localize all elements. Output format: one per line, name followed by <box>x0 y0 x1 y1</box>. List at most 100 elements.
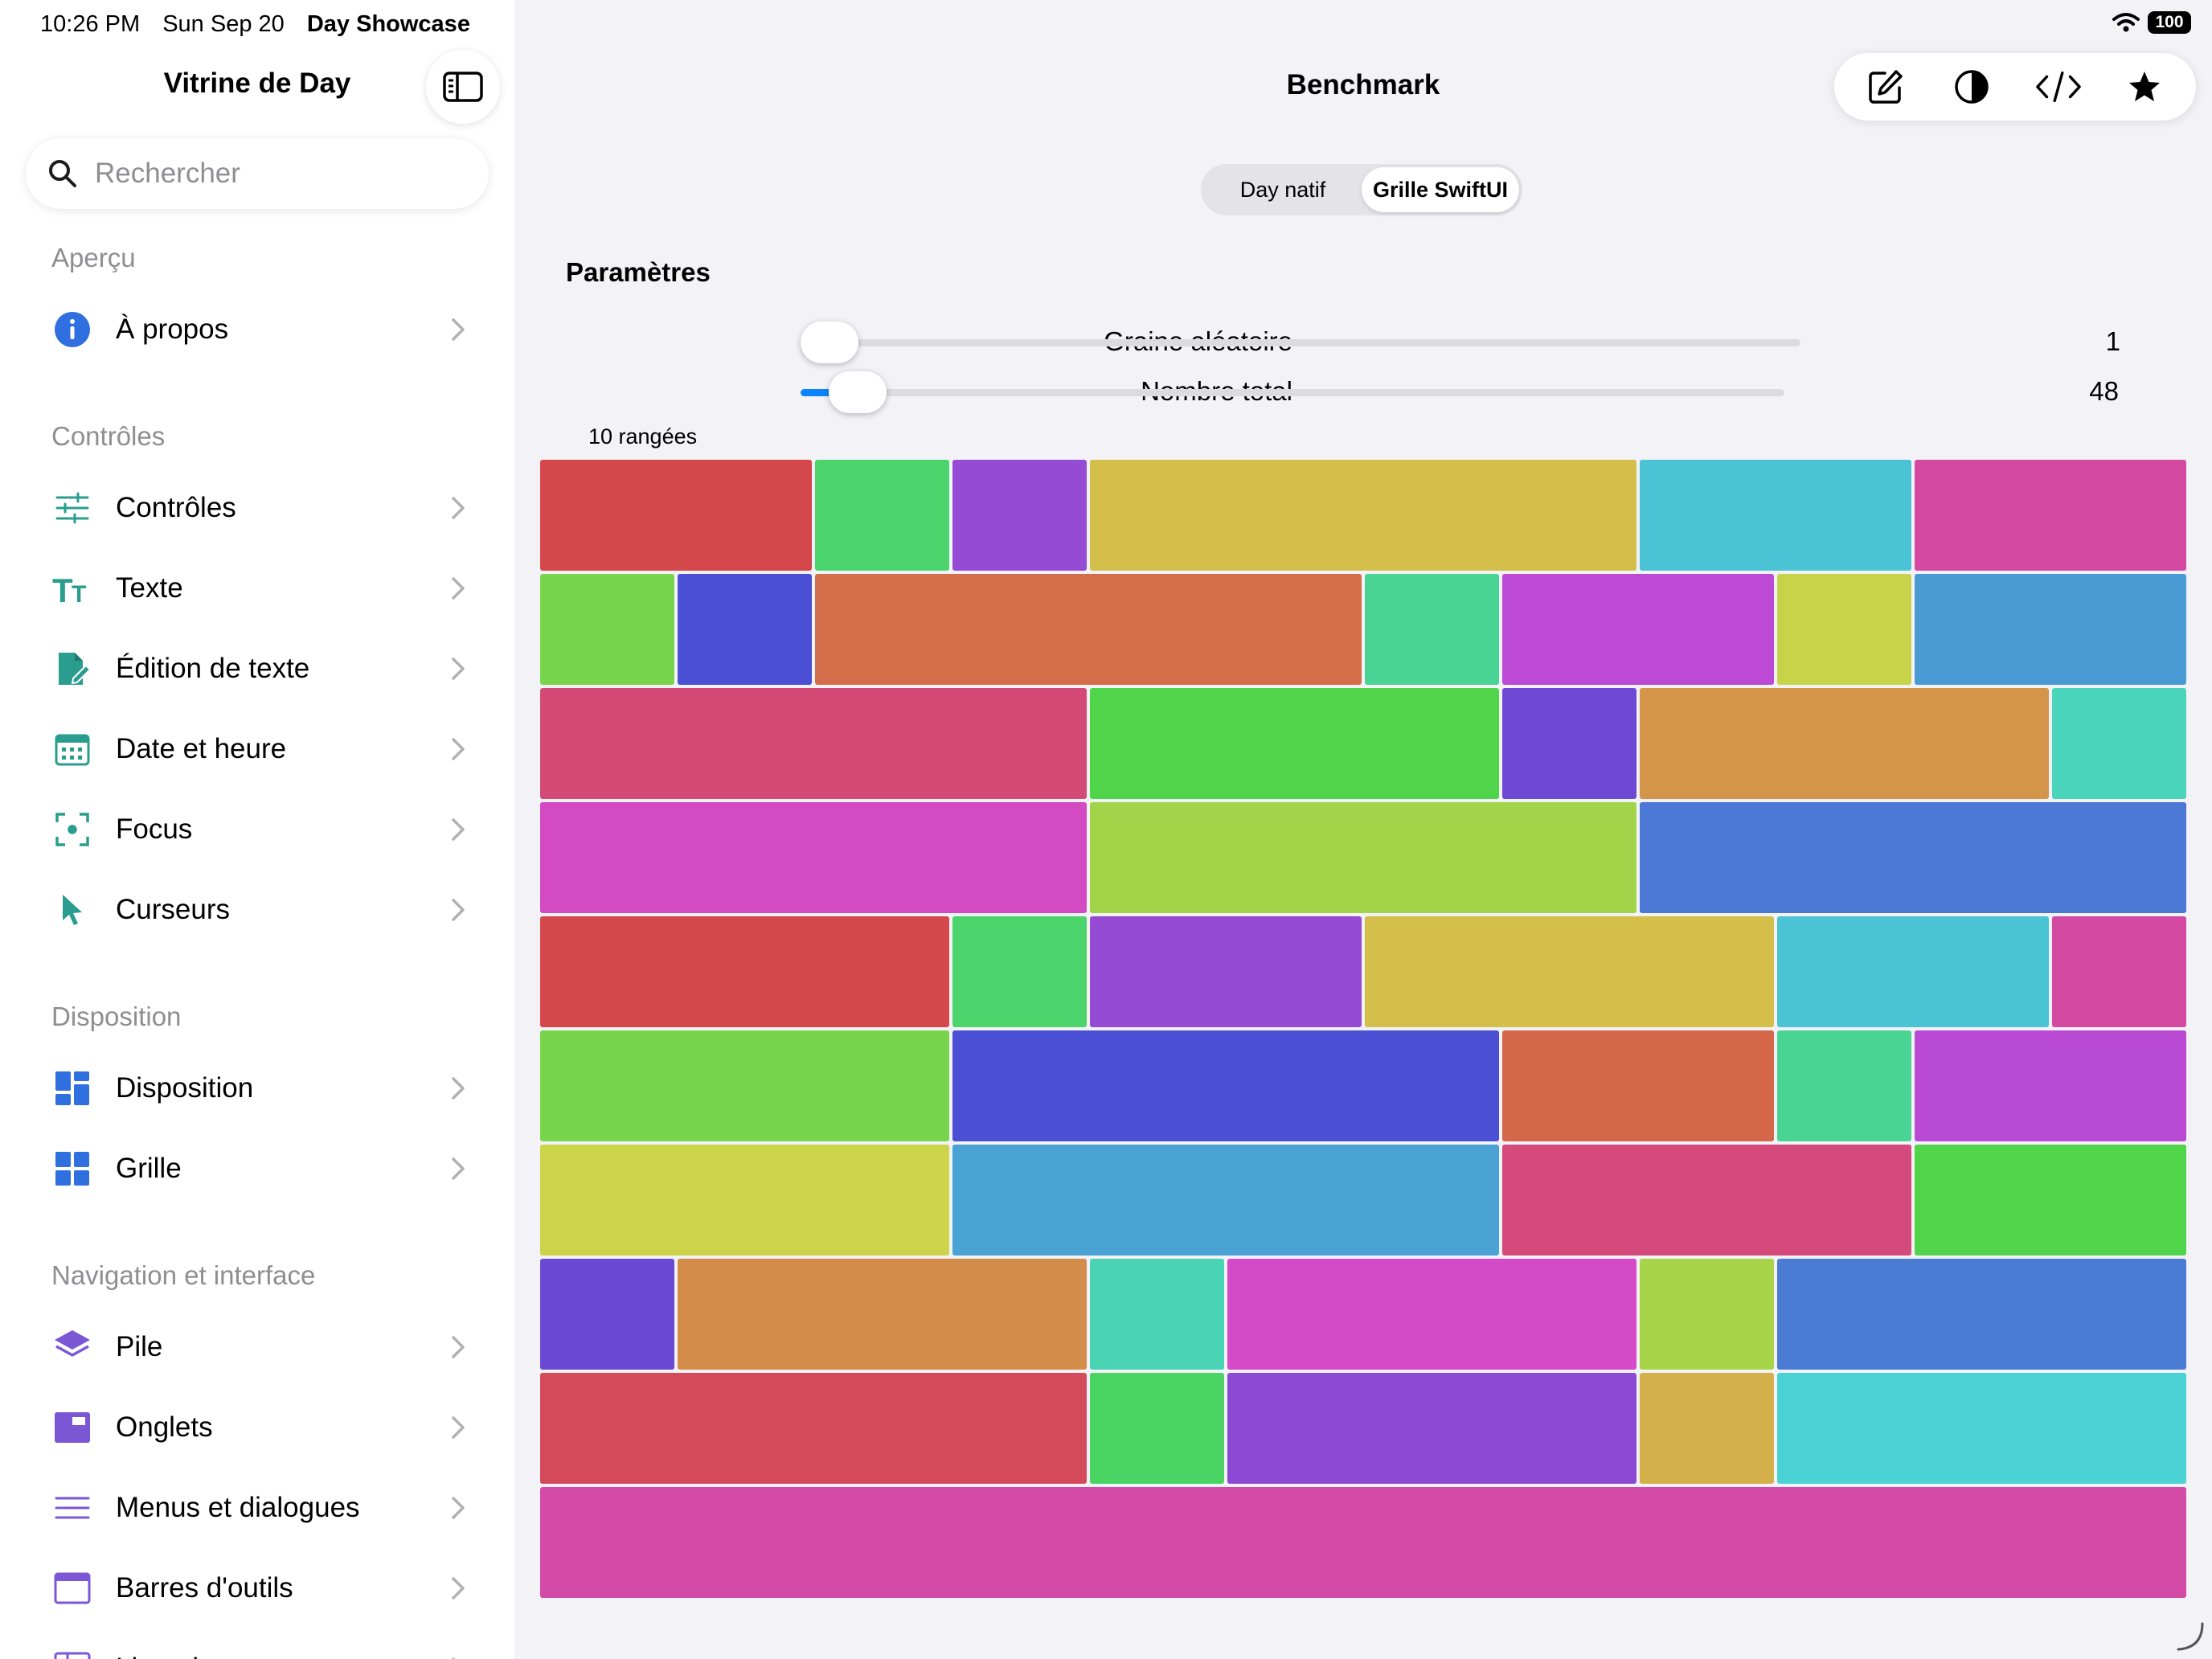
sidebar-item-a-propos[interactable]: À propos <box>39 296 479 363</box>
status-bar-right: 100 <box>2112 11 2191 34</box>
chevron-right-icon <box>452 818 465 841</box>
chevron-right-icon <box>452 1336 465 1358</box>
sidebar-item-label: Pile <box>116 1331 163 1362</box>
svg-text:T: T <box>52 571 73 607</box>
grid-cell-r1-c3 <box>952 460 1087 571</box>
sliders-icon <box>51 487 93 529</box>
grid-cell-r2-c6 <box>1777 574 1911 685</box>
grid-icon <box>51 1148 93 1190</box>
contrast-icon <box>1955 70 1989 104</box>
grid-cell-r4-c3 <box>1640 802 2186 913</box>
chevron-right-icon <box>452 1077 465 1100</box>
grid-cell-r2-c5 <box>1502 574 1774 685</box>
grid-cell-r1-c6 <box>1915 460 2186 571</box>
status-time: 10:26 PM <box>40 11 141 37</box>
search-input[interactable] <box>93 157 482 190</box>
sidebar: 10:26 PM Sun Sep 20 Day Showcase Vitrine… <box>0 0 514 1659</box>
seed-slider-thumb[interactable] <box>801 322 858 363</box>
chevron-right-icon <box>452 899 465 921</box>
resize-handle-icon[interactable] <box>2173 1620 2206 1653</box>
menu-icon <box>51 1487 93 1529</box>
sidebar-item-controles[interactable]: Contrôles <box>39 474 479 542</box>
section-header-disposition: Disposition <box>51 1002 182 1031</box>
grid-cell-r7-c2 <box>952 1145 1499 1256</box>
grid-cell-r2-c7 <box>1915 574 2186 685</box>
code-button[interactable] <box>2034 63 2083 111</box>
sidebar-item-curseurs[interactable]: Curseurs <box>39 876 479 944</box>
status-app-name: Day Showcase <box>306 11 470 37</box>
sidebar-item-texte[interactable]: T T Texte <box>39 555 479 622</box>
sidebar-item-liste-de-contenu[interactable]: Liste de contenu <box>39 1635 479 1659</box>
sidebar-item-date-et-heure[interactable]: Date et heure <box>39 715 479 783</box>
sidebar-item-label: Barres d'outils <box>116 1572 293 1604</box>
chevron-right-icon <box>452 497 465 519</box>
stack-icon <box>51 1326 93 1368</box>
count-slider[interactable] <box>801 371 1784 413</box>
grid-cell-r6-c2 <box>952 1030 1499 1141</box>
grid-cell-r4-c1 <box>540 802 1087 913</box>
search-icon <box>49 160 76 187</box>
status-date: Sun Sep 20 <box>162 11 285 37</box>
grid-cell-r3-c2 <box>1090 688 1499 799</box>
seed-slider-value: 1 <box>2105 326 2120 356</box>
favorite-button[interactable] <box>2120 63 2169 111</box>
status-bar-left: 10:26 PM Sun Sep 20 Day Showcase <box>40 11 486 38</box>
grid-cell-r9-c4 <box>1640 1373 1774 1484</box>
sidebar-item-disposition[interactable]: Disposition <box>39 1055 479 1122</box>
rows-count-label: 10 rangées <box>588 424 698 449</box>
sidebar-item-label: Grille <box>116 1153 182 1184</box>
battery-indicator: 100 <box>2148 11 2191 34</box>
grid-cell-r6-c4 <box>1777 1030 1911 1141</box>
sidebar-item-edition-de-texte[interactable]: Édition de texte <box>39 635 479 703</box>
count-slider-row: Nombre total 48 <box>514 368 2212 416</box>
calendar-icon <box>51 728 93 770</box>
sidebar-item-pile[interactable]: Pile <box>39 1313 479 1381</box>
grid-cell-r6-c1 <box>540 1030 949 1141</box>
count-slider-value: 48 <box>2089 376 2119 406</box>
grid-cell-r6-c3 <box>1502 1030 1774 1141</box>
compose-button[interactable] <box>1862 63 1910 111</box>
grid-cell-r7-c1 <box>540 1145 949 1256</box>
grid-cell-r9-c5 <box>1777 1373 2186 1484</box>
code-icon <box>2035 71 2081 103</box>
sidebar-title: Vitrine de Day <box>163 68 351 99</box>
grid-cell-r5-c5 <box>1777 916 2049 1027</box>
sidebar-item-grille[interactable]: Grille <box>39 1135 479 1202</box>
seed-slider-row: Graine aléatoire 1 <box>514 318 2212 367</box>
sidebar-item-menus-et-dialogues[interactable]: Menus et dialogues <box>39 1474 479 1542</box>
grid-cell-r1-c1 <box>540 460 812 571</box>
grid-cell-r4-c2 <box>1090 802 1636 913</box>
grid-cell-r5-c2 <box>952 916 1087 1027</box>
chevron-right-icon <box>452 1657 456 1659</box>
sidebar-item-label: Menus et dialogues <box>116 1492 360 1523</box>
segment-grille-swiftui[interactable]: Grille SwiftUI <box>1362 167 1519 212</box>
sidebar-item-focus[interactable]: Focus <box>39 796 479 863</box>
seed-slider[interactable] <box>801 322 1800 363</box>
toolbar <box>1834 53 2196 121</box>
grid-cell-r1-c4 <box>1090 460 1636 571</box>
grid-cell-r5-c1 <box>540 916 949 1027</box>
appearance-button[interactable] <box>1948 63 1996 111</box>
section-header-controles: Contrôles <box>51 421 166 451</box>
page-title: Benchmark <box>1286 69 1440 100</box>
search-field[interactable] <box>26 138 489 209</box>
sidebar-item-barres-d-outils[interactable]: Barres d'outils <box>39 1555 479 1622</box>
grid-cell-r2-c1 <box>540 574 674 685</box>
content-list-icon <box>51 1648 93 1659</box>
toolbar-icon <box>51 1567 93 1609</box>
wifi-icon <box>2112 13 2140 32</box>
grid-cell-r5-c4 <box>1365 916 1774 1027</box>
chevron-right-icon <box>452 577 465 600</box>
chevron-right-icon <box>452 1416 465 1439</box>
grid-cell-r2-c2 <box>678 574 812 685</box>
sidebar-item-onglets[interactable]: Onglets <box>39 1394 479 1461</box>
grid-cell-r8-c5 <box>1640 1259 1774 1370</box>
grid-cell-r1-c5 <box>1640 460 1911 571</box>
benchmark-grid <box>540 460 2186 1601</box>
chevron-right-icon <box>452 1497 465 1519</box>
count-slider-thumb[interactable] <box>828 371 887 413</box>
grid-cell-r9-c1 <box>540 1373 1087 1484</box>
sidebar-toggle-button[interactable] <box>426 50 500 124</box>
sidebar-item-label: Texte <box>116 572 183 604</box>
segment-day-natif[interactable]: Day natif <box>1239 177 1326 202</box>
